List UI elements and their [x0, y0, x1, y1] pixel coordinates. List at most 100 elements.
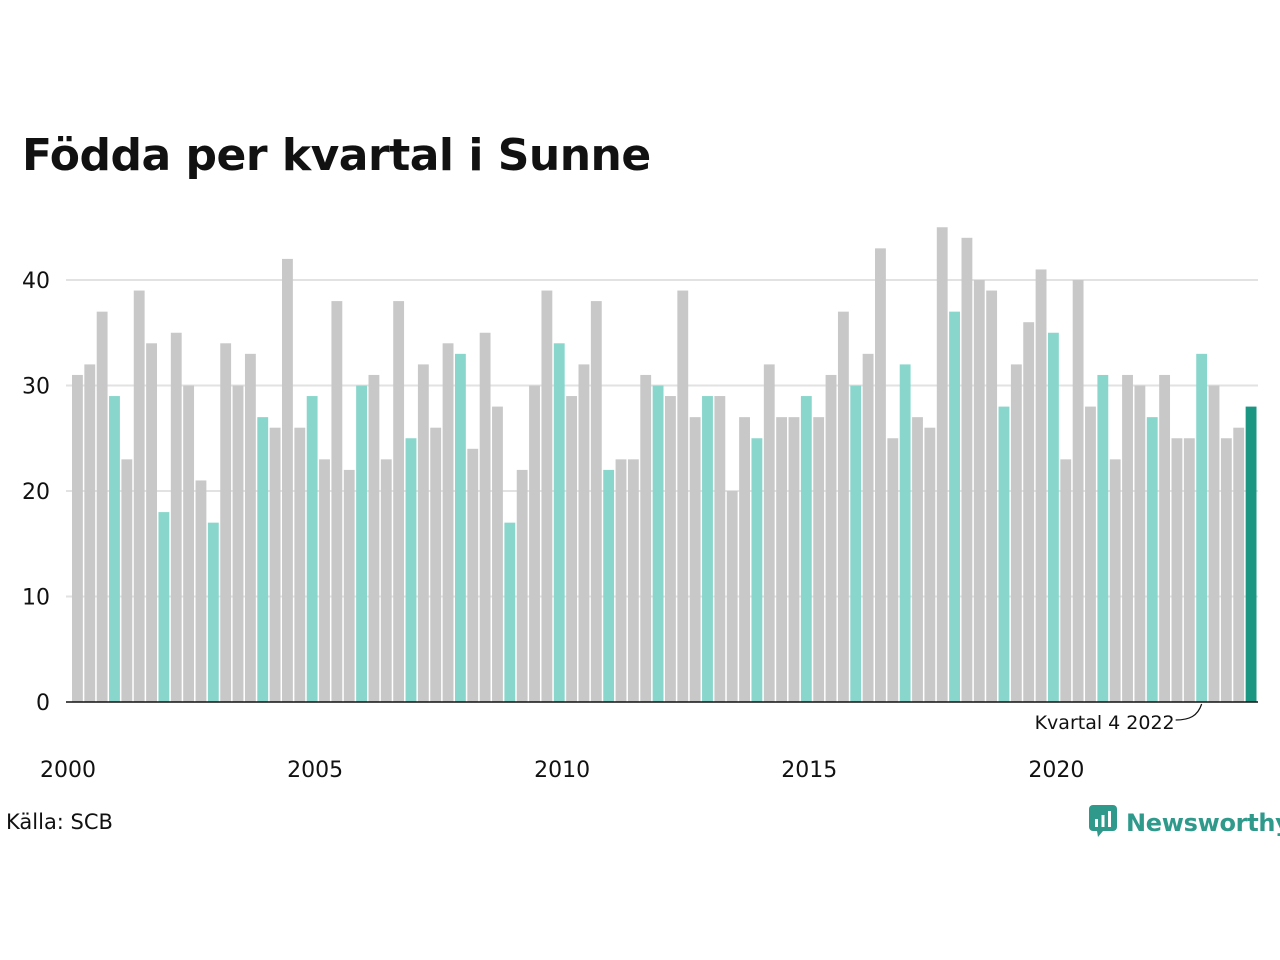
bar	[652, 385, 664, 702]
bar	[343, 469, 355, 702]
bar	[949, 311, 960, 702]
bar	[726, 491, 738, 702]
bar	[1146, 417, 1158, 702]
bar	[405, 438, 417, 702]
bar	[504, 522, 516, 702]
bar	[269, 427, 281, 702]
bar	[714, 396, 726, 702]
bar	[1085, 406, 1096, 702]
bar	[578, 364, 590, 702]
bar	[541, 290, 553, 702]
bar	[516, 469, 528, 702]
bar	[183, 385, 195, 702]
x-tick-label: 2000	[40, 758, 96, 783]
bar	[627, 459, 639, 702]
bar	[96, 311, 108, 702]
bar	[294, 427, 306, 702]
y-tick-label: 40	[22, 269, 50, 294]
bar	[986, 290, 998, 702]
bar	[788, 417, 800, 702]
y-tick-label: 20	[22, 480, 50, 505]
bar-chart: 0 10 20 30 40 2000 2005 2010 2015 2020 Kvartal 4…	[22, 227, 1258, 783]
bar	[1097, 374, 1109, 702]
bar	[677, 290, 689, 702]
y-axis-labels: 0 10 20 30 40	[22, 269, 50, 716]
bar	[899, 364, 911, 702]
bar	[837, 311, 849, 702]
x-axis-labels: 2000 2005 2010 2015 2020	[40, 758, 1084, 783]
brand-logo[interactable]: Newsworthy	[1088, 804, 1280, 842]
bar	[665, 396, 676, 702]
bar	[393, 301, 405, 702]
annotation-label: Kvartal 4 2022	[1035, 712, 1175, 734]
bar	[1171, 438, 1183, 702]
bar	[875, 248, 886, 702]
bar	[454, 353, 466, 702]
bar	[282, 258, 293, 702]
bar	[1134, 385, 1146, 702]
bar	[776, 417, 788, 702]
bar	[1233, 427, 1245, 702]
bar	[158, 512, 170, 702]
bar	[973, 280, 985, 702]
bar	[1072, 280, 1084, 702]
x-tick-label: 2020	[1028, 758, 1084, 783]
newsworthy-logo-icon	[1088, 804, 1118, 842]
bar	[244, 353, 256, 702]
bar	[84, 364, 96, 702]
bar	[739, 417, 750, 702]
bar	[1220, 438, 1232, 702]
bar	[306, 396, 318, 702]
y-tick-label: 0	[36, 691, 50, 716]
bar	[566, 396, 578, 702]
brand-name: Newsworthy	[1126, 809, 1280, 837]
bar	[121, 459, 133, 702]
bar	[232, 385, 244, 702]
bar	[1047, 332, 1059, 702]
bar	[850, 385, 862, 702]
bar	[887, 438, 899, 702]
bar	[1010, 364, 1022, 702]
bar	[924, 427, 936, 702]
bar	[825, 374, 837, 702]
bar	[220, 343, 232, 702]
x-tick-label: 2010	[534, 758, 590, 783]
bar	[961, 237, 973, 703]
x-tick-label: 2005	[287, 758, 343, 783]
bar	[702, 396, 713, 702]
bar	[368, 374, 380, 702]
bars	[72, 227, 1257, 703]
bar	[72, 374, 83, 702]
bar	[479, 332, 491, 702]
bar	[813, 417, 825, 702]
bar	[195, 480, 207, 702]
bar	[442, 343, 454, 702]
bar	[1196, 353, 1208, 702]
bar	[492, 406, 503, 702]
bar	[1208, 385, 1220, 702]
bar	[331, 301, 343, 702]
source-label: Källa: SCB	[6, 810, 113, 834]
bar	[207, 522, 219, 702]
bar	[109, 396, 120, 702]
bar	[862, 353, 874, 702]
bar	[257, 417, 269, 702]
y-tick-label: 10	[22, 586, 50, 611]
bar	[1109, 459, 1121, 702]
bar	[1060, 459, 1072, 702]
x-tick-label: 2015	[781, 758, 837, 783]
bar	[751, 438, 763, 702]
bar	[356, 385, 367, 702]
annotation-arrow	[1175, 703, 1203, 721]
bar	[640, 374, 652, 702]
bar	[1035, 269, 1047, 702]
bar	[467, 448, 479, 702]
chart-title: Födda per kvartal i Sunne	[22, 130, 651, 181]
bar	[800, 396, 812, 702]
bar	[1183, 438, 1195, 702]
bar	[763, 364, 775, 702]
bar	[936, 227, 948, 702]
bar	[590, 301, 602, 702]
bar	[319, 459, 330, 702]
bar	[603, 469, 615, 702]
